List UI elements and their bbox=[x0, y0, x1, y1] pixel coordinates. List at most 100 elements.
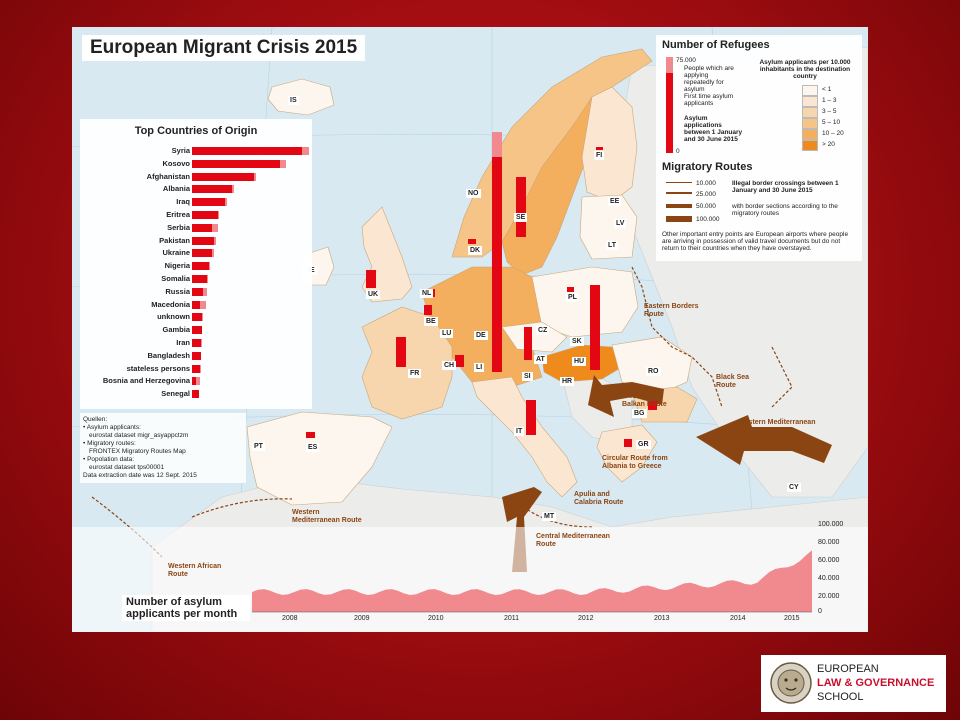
map-title: European Migrant Crisis 2015 bbox=[82, 35, 366, 61]
origin-label: Ukraine bbox=[162, 248, 190, 258]
bar-de-rep bbox=[492, 132, 502, 157]
origin-bar-repeat bbox=[207, 275, 209, 283]
country-label-ee: EE bbox=[608, 197, 622, 206]
country-label-it: IT bbox=[514, 427, 525, 436]
origin-bar bbox=[192, 300, 200, 309]
origin-bar bbox=[192, 159, 280, 168]
bar-at bbox=[524, 327, 532, 360]
origin-label: unknown bbox=[157, 312, 190, 322]
school-logo: EUROPEAN LAW & GOVERNANCE SCHOOL bbox=[761, 655, 946, 712]
origin-row: Ukraine bbox=[80, 247, 312, 259]
bar-bg bbox=[648, 401, 657, 410]
route-label-eastern-med: Eastern Mediterranean Route bbox=[740, 419, 816, 434]
year-tick: 2012 bbox=[578, 615, 594, 622]
density-swatch bbox=[802, 85, 818, 96]
country-label-es: ES bbox=[306, 443, 320, 452]
origin-row: Iran bbox=[80, 337, 312, 349]
lion-emblem-icon bbox=[770, 662, 812, 704]
bar-pl bbox=[567, 287, 574, 292]
origin-label: Pakistan bbox=[159, 235, 190, 245]
origin-row: Russia bbox=[80, 286, 312, 298]
sources-box: Quellen: • Asylum applicants: eurostat d… bbox=[80, 413, 246, 483]
bar-de bbox=[492, 132, 502, 372]
origin-bar-repeat bbox=[214, 236, 217, 245]
origin-bar bbox=[192, 275, 208, 283]
sources-line: eurostat dataset tps00001 bbox=[89, 464, 165, 471]
year-tick: 2013 bbox=[654, 615, 670, 622]
origin-bar-repeat bbox=[200, 339, 202, 347]
land-finland bbox=[581, 86, 638, 203]
western-med-route-line bbox=[191, 498, 293, 518]
country-label-be: BE bbox=[424, 317, 438, 326]
origin-row: Macedonia bbox=[80, 299, 312, 311]
origin-label: Bangladesh bbox=[147, 350, 190, 360]
land-iberia bbox=[246, 411, 393, 506]
origin-label: Afghanistan bbox=[146, 171, 190, 181]
bar-fr bbox=[396, 337, 406, 367]
origin-label: Serbia bbox=[167, 222, 190, 232]
origin-label: Iran bbox=[176, 338, 190, 347]
y-tick: 0 bbox=[818, 608, 822, 615]
bar-se bbox=[516, 177, 526, 237]
country-label-bg: BG bbox=[632, 409, 647, 418]
country-label-si: SI bbox=[522, 372, 533, 381]
density-label: 3 – 5 bbox=[822, 108, 837, 115]
origin-bar bbox=[192, 223, 212, 232]
country-label-li: LI bbox=[474, 363, 485, 372]
origin-label: Somalia bbox=[161, 274, 190, 283]
origin-bar-repeat bbox=[208, 262, 210, 271]
density-swatch bbox=[802, 107, 818, 118]
country-label-hu: HU bbox=[572, 357, 587, 366]
origin-bar-repeat bbox=[253, 172, 256, 181]
repeat-label: People which are applying repeatedly for… bbox=[684, 65, 734, 93]
origin-bar-repeat bbox=[211, 249, 214, 258]
origin-bar-repeat bbox=[302, 147, 309, 155]
country-label-no: NO bbox=[466, 189, 481, 198]
origin-label: Eritrea bbox=[166, 210, 190, 219]
origin-bar-repeat bbox=[201, 313, 203, 322]
land-france bbox=[361, 306, 453, 420]
country-label-ro: RO bbox=[646, 367, 661, 376]
origin-bar-repeat bbox=[199, 300, 207, 309]
y-tick: 40.000 bbox=[818, 575, 840, 582]
origin-row: Albania bbox=[80, 183, 312, 195]
route-scale-line-3 bbox=[666, 204, 692, 208]
route-label-circular: Circular Route from Albania to Greece bbox=[602, 455, 668, 470]
origin-bar bbox=[192, 198, 225, 207]
origin-row: Afghanistan bbox=[80, 171, 312, 183]
origin-row: Nigeria bbox=[80, 260, 312, 272]
origin-row: Serbia bbox=[80, 222, 312, 234]
origin-bar bbox=[192, 185, 232, 194]
density-swatch bbox=[802, 140, 818, 151]
country-label-cy: CY bbox=[787, 483, 801, 492]
land-greece bbox=[596, 424, 658, 483]
origin-row: Pakistan bbox=[80, 235, 312, 247]
origin-bar-repeat bbox=[211, 223, 219, 232]
route-label-black-sea: Black Sea Route bbox=[716, 374, 750, 389]
route-scale-2: 25.000 bbox=[696, 191, 716, 198]
sources-line: Data extraction date was 12 Sept. 2015 bbox=[83, 472, 197, 479]
route-scale-line-2 bbox=[666, 192, 692, 194]
bar-es bbox=[306, 432, 315, 438]
origin-row: Bangladesh bbox=[80, 350, 312, 362]
country-label-pl: PL bbox=[566, 293, 579, 302]
origin-row: Bosnia and Herzegovina bbox=[80, 375, 312, 387]
origin-label: Syria bbox=[171, 146, 190, 155]
origin-bar-repeat bbox=[199, 364, 201, 373]
timeline-label: Number of asylum applicants per month bbox=[122, 595, 250, 621]
bar-uk bbox=[366, 270, 376, 288]
sources-line: eurostat dataset migr_asyappctzm bbox=[89, 432, 189, 439]
country-label-pt: PT bbox=[252, 442, 265, 451]
origin-bar bbox=[192, 377, 197, 386]
year-tick: 2010 bbox=[428, 615, 444, 622]
map: European Migrant Crisis 2015 IS NO SE FI… bbox=[72, 27, 868, 632]
origin-row: Somalia bbox=[80, 273, 312, 285]
density-label: < 1 bbox=[822, 86, 832, 93]
origin-row: Eritrea bbox=[80, 209, 312, 221]
route-scale-1: 10.000 bbox=[696, 180, 716, 187]
land-czech bbox=[501, 321, 568, 353]
origin-bar bbox=[192, 249, 212, 258]
origin-bar-repeat bbox=[280, 159, 286, 168]
western-balkan-arrow bbox=[588, 375, 664, 417]
origin-row: unknown bbox=[80, 311, 312, 323]
